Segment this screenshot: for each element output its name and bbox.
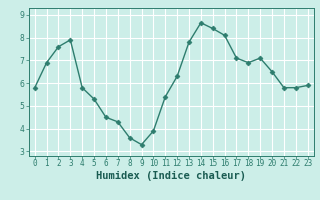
- X-axis label: Humidex (Indice chaleur): Humidex (Indice chaleur): [96, 171, 246, 181]
